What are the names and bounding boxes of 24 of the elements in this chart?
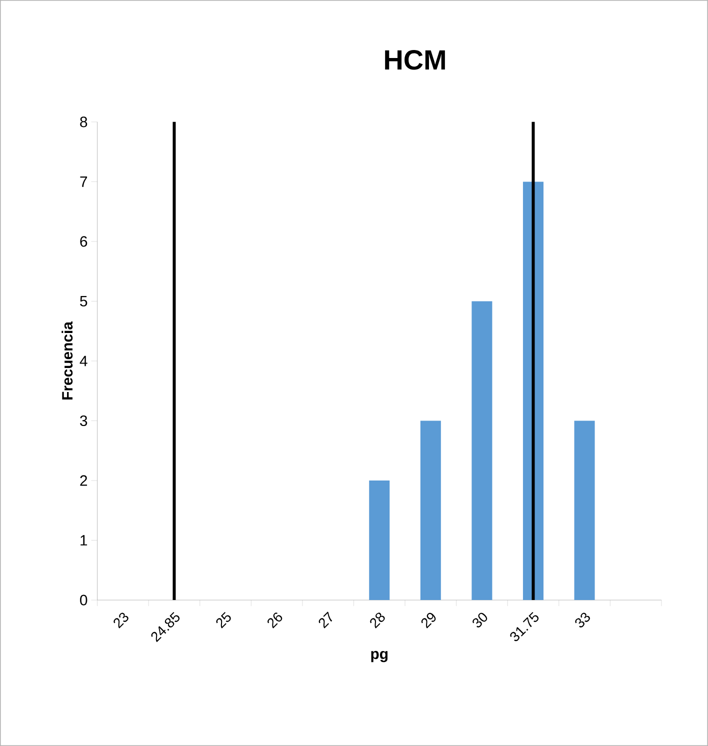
x-tick-label: 30 — [472, 612, 488, 628]
x-axis-title: pg — [371, 650, 388, 662]
chart-title: HCM — [385, 50, 445, 70]
y-axis-title: Frecuencia — [62, 321, 73, 400]
bar — [472, 301, 492, 600]
y-tick-label: 0 — [80, 594, 88, 606]
bar — [420, 420, 441, 600]
y-tick-label: 1 — [80, 535, 88, 546]
y-tick-label: 4 — [80, 356, 88, 366]
y-tick-label: 3 — [80, 415, 88, 426]
x-tick-label: 26 — [268, 612, 282, 628]
x-tick-label: 29 — [421, 612, 436, 628]
x-tick-label: 33 — [575, 612, 590, 628]
x-tick-label: 25 — [216, 612, 231, 628]
y-tick-label: 6 — [80, 236, 88, 247]
y-tick-label: 8 — [80, 116, 88, 128]
y-tick-label: 2 — [80, 475, 88, 486]
bar — [574, 420, 595, 600]
y-tick-label: 7 — [80, 176, 88, 187]
x-tick-label: 27 — [318, 612, 332, 628]
y-tick-label: 5 — [80, 296, 88, 306]
x-tick-label: 23 — [114, 612, 128, 628]
x-tick-label: 28 — [370, 612, 385, 628]
bar — [369, 480, 390, 600]
